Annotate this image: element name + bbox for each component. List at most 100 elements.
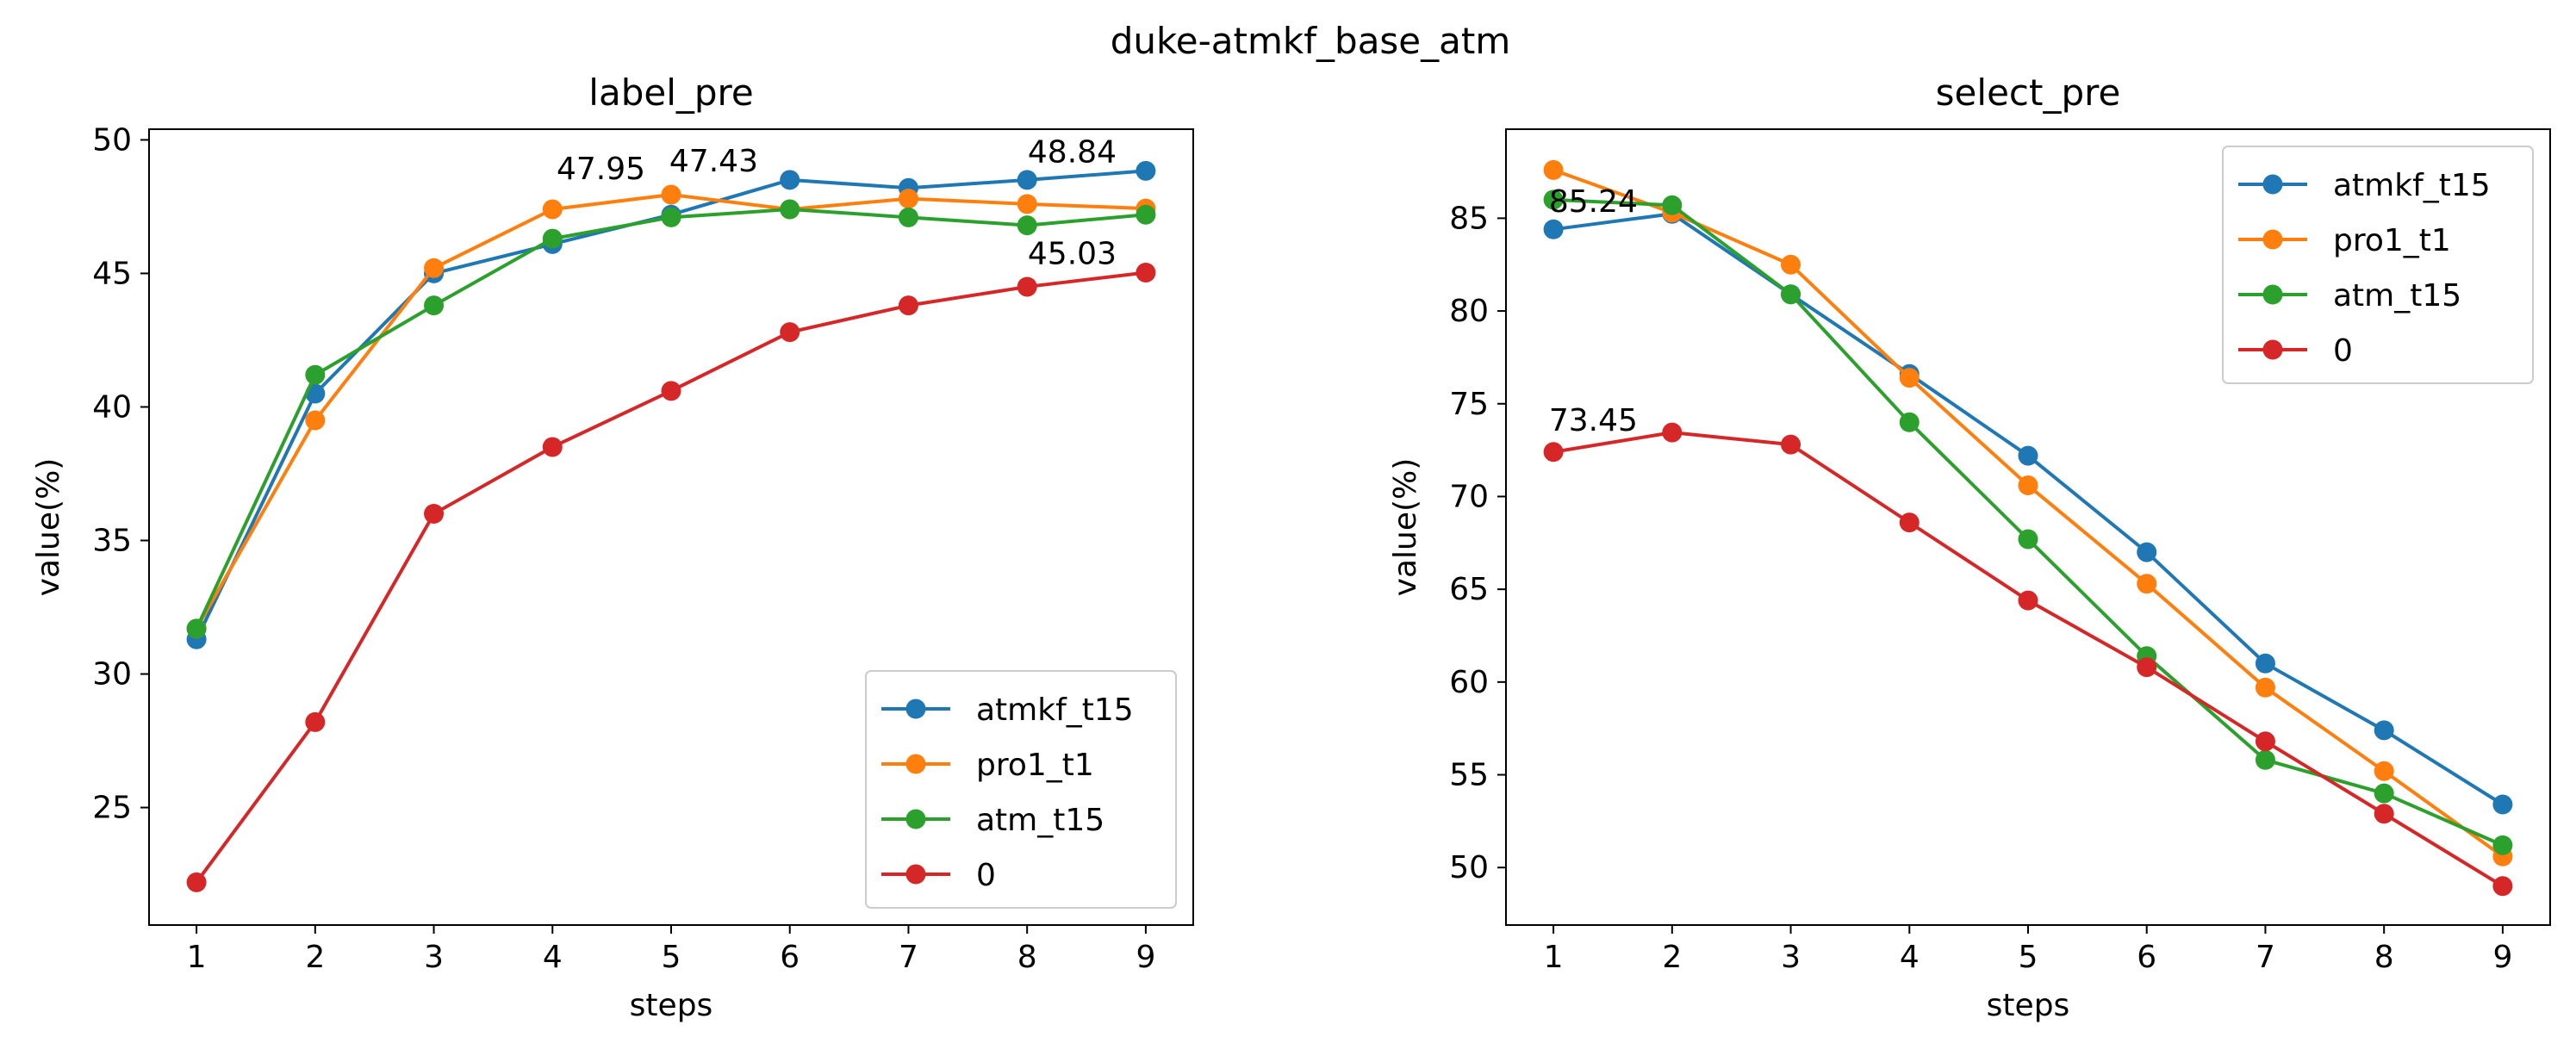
data-point (1543, 189, 1564, 210)
data-point (1543, 159, 1564, 180)
data-point (1543, 219, 1564, 239)
x-tick-label: 6 (780, 940, 800, 975)
data-point (1662, 422, 1683, 443)
x-axis-label: steps (630, 988, 713, 1023)
data-point (542, 228, 563, 249)
data-point (2255, 749, 2275, 770)
data-point (661, 381, 681, 401)
series-pro1-t1 (186, 184, 1156, 639)
y-tick-label: 25 (92, 791, 132, 826)
x-tick-label: 4 (1900, 940, 1920, 975)
series-atm-t15 (1543, 189, 2513, 855)
data-label: 45.03 (1028, 237, 1117, 272)
legend-label: pro1_t1 (976, 748, 1094, 783)
data-point (2255, 677, 2275, 698)
data-point (2137, 574, 2157, 594)
legend-label: atm_t15 (2333, 278, 2461, 314)
y-tick-label: 35 (92, 524, 132, 559)
y-tick-label: 50 (1449, 850, 1489, 885)
data-point (2374, 720, 2394, 741)
plot-title: label_pre (588, 71, 753, 114)
data-point (2374, 804, 2394, 824)
data-point (186, 872, 207, 892)
x-tick-label: 8 (1017, 940, 1037, 975)
series-atm-t15 (186, 199, 1156, 639)
legend: atmkf_t15 pro1_t1 atm_t15 0 (2222, 146, 2534, 384)
legend-swatch-marker (905, 864, 926, 885)
data-point (2492, 794, 2513, 815)
data-point (2018, 529, 2038, 550)
x-tick-label: 6 (2137, 940, 2156, 975)
data-point (1017, 215, 1037, 236)
data-point (780, 199, 800, 220)
y-tick-label: 70 (1449, 479, 1489, 514)
plot-title: select_pre (1936, 71, 2121, 114)
data-point (1136, 204, 1156, 225)
data-point (1899, 412, 1920, 432)
data-point (780, 170, 800, 190)
x-tick-label: 8 (2374, 940, 2394, 975)
data-label: 47.95 (557, 152, 645, 187)
data-point (2255, 731, 2275, 752)
data-point (1543, 442, 1564, 463)
y-tick-label: 85 (1449, 201, 1489, 236)
data-point (1017, 170, 1037, 190)
legend-label: atm_t15 (976, 803, 1104, 838)
legend-swatch-marker (905, 699, 926, 719)
data-point (898, 189, 918, 209)
legend-label: atmkf_t15 (976, 692, 1134, 728)
legend-swatch-marker (905, 809, 926, 829)
data-label: 85.24 (1549, 184, 1638, 220)
series-line (1552, 431, 2504, 888)
data-point (661, 184, 681, 205)
data-point (2137, 542, 2157, 562)
data-point (2018, 475, 2038, 496)
data-point (1781, 284, 1801, 305)
x-tick-label: 4 (543, 940, 563, 975)
data-point (424, 258, 445, 278)
x-tick-label: 9 (1136, 940, 1155, 975)
y-axis-label: value(%) (31, 458, 66, 597)
data-point (1899, 512, 1920, 533)
data-point (542, 437, 563, 457)
y-tick-label: 60 (1449, 665, 1489, 700)
data-label: 47.43 (669, 144, 758, 179)
x-tick-label: 5 (2019, 940, 2038, 975)
y-tick-label: 65 (1449, 572, 1489, 607)
legend-label: 0 (2333, 333, 2353, 369)
data-point (2018, 445, 2038, 466)
data-point (305, 711, 326, 732)
y-tick-label: 40 (92, 389, 132, 425)
legend-swatch-marker (2262, 174, 2283, 195)
data-point (1781, 254, 1801, 275)
data-point (2018, 590, 2038, 611)
data-point (1136, 263, 1156, 283)
legend-swatch-marker (2262, 339, 2283, 360)
data-point (898, 207, 918, 227)
data-point (1781, 434, 1801, 455)
legend-label: 0 (976, 858, 996, 893)
panel-select-pre: select_pre 1 2 3 4 5 6 7 8 9 50 55 60 65 70 75 80 85 steps… (1388, 71, 2551, 1023)
y-tick-label: 55 (1449, 758, 1489, 793)
data-point (424, 503, 445, 524)
legend-swatch-marker (2262, 284, 2283, 305)
data-point (2374, 761, 2394, 781)
legend: atmkf_t15 pro1_t1 atm_t15 0 (865, 670, 1177, 909)
x-tick-label: 2 (1662, 940, 1682, 975)
data-point (780, 322, 800, 343)
data-point (1017, 276, 1037, 297)
data-point (1899, 368, 1920, 388)
x-tick-label: 7 (899, 940, 918, 975)
y-tick-label: 30 (92, 657, 132, 692)
series-atmkf-t15 (186, 160, 1156, 649)
data-point (2492, 835, 2513, 855)
y-tick-label: 50 (92, 122, 132, 158)
legend-swatch-marker (905, 754, 926, 774)
data-point (898, 295, 918, 316)
x-tick-label: 1 (1544, 940, 1564, 975)
data-point (2255, 653, 2275, 674)
data-point (661, 207, 681, 227)
data-point (186, 618, 207, 639)
